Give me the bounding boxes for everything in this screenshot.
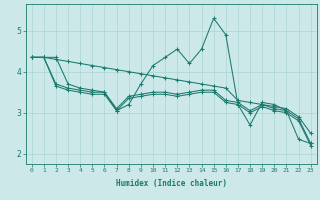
X-axis label: Humidex (Indice chaleur): Humidex (Indice chaleur) <box>116 179 227 188</box>
